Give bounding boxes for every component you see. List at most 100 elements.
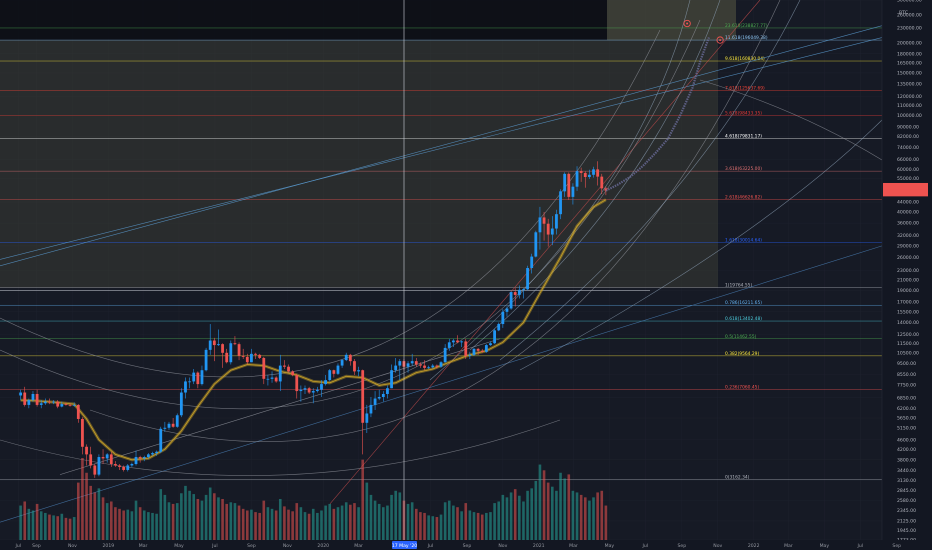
fib-level-label: 4.618(79831.17) — [725, 133, 762, 139]
candle-body — [142, 457, 146, 459]
volume-bar — [443, 502, 447, 540]
time-tick-label: 2019 — [102, 543, 114, 549]
candle-body — [72, 404, 76, 406]
candle-body — [447, 342, 451, 348]
candle-body — [563, 173, 567, 192]
candle-body — [68, 404, 72, 406]
volume-bar — [200, 500, 204, 540]
volume-bar — [19, 505, 22, 540]
price-tick-label: 14000.00 — [897, 320, 919, 326]
candle-body — [118, 465, 121, 467]
volume-bar — [307, 513, 311, 540]
time-axis-background[interactable] — [0, 540, 932, 550]
candle-body — [332, 370, 336, 374]
candle-body — [476, 348, 480, 351]
volume-bar — [48, 514, 51, 540]
volume-bar — [299, 507, 303, 540]
volume-bar — [419, 512, 422, 540]
price-axis-background[interactable] — [882, 0, 932, 540]
time-tick-label: May — [820, 543, 830, 549]
candle-body — [208, 340, 212, 350]
zone-box-lower — [0, 40, 718, 288]
volume-bar — [262, 500, 266, 540]
volume-bar — [138, 507, 142, 540]
candle-body — [493, 330, 496, 344]
price-tick-label: 135000.00 — [897, 82, 922, 88]
price-tick-label: 5150.00 — [897, 425, 916, 431]
fib-level-label: 1(19764.55) — [725, 283, 752, 289]
price-tick-label: 15500.00 — [897, 309, 919, 315]
candle-body — [538, 217, 542, 233]
price-tick-label: 4600.00 — [897, 437, 916, 443]
candle-body — [295, 375, 299, 392]
time-tick-label: May — [174, 543, 184, 549]
candle-body — [266, 378, 270, 380]
volume-bar — [303, 512, 307, 540]
price-tick-label: 44000.00 — [897, 200, 919, 206]
fib-level-label: 0.618(13402.48) — [725, 316, 762, 322]
volume-bar — [39, 511, 43, 540]
volume-bar — [509, 492, 513, 540]
candle-body — [114, 464, 117, 466]
candle-body — [241, 355, 245, 357]
volume-bar — [192, 494, 196, 540]
volume-bar — [336, 507, 340, 540]
candle-body — [85, 446, 88, 455]
candle-body — [530, 256, 534, 269]
candle-body — [188, 381, 191, 383]
volume-bar — [278, 499, 282, 540]
trend-line-upper — [0, 37, 883, 260]
candle-body — [245, 356, 249, 363]
fib-fan-3 — [519, 119, 883, 371]
price-tick-label: 55000.00 — [897, 176, 919, 182]
candle-body — [270, 377, 274, 379]
volume-bar — [485, 512, 488, 540]
volume-bar — [274, 510, 278, 540]
volume-bar — [320, 510, 323, 540]
volume-bar — [588, 500, 591, 540]
volume-bar — [414, 508, 418, 540]
price-tick-label: 6850.00 — [897, 395, 916, 401]
volume-bar — [596, 492, 599, 540]
volume-bar — [505, 497, 509, 540]
volume-bar — [579, 494, 583, 540]
time-tick-label: Nov — [498, 543, 507, 549]
volume-bar — [357, 507, 360, 540]
candle-body — [451, 340, 455, 343]
candle-body — [31, 393, 35, 401]
target-marker-dot — [719, 39, 722, 42]
candle-body — [101, 457, 105, 459]
price-tick-label: 1945.00 — [897, 528, 916, 534]
volume-bar — [93, 492, 97, 540]
price-tick-label: 180000.00 — [897, 51, 922, 57]
candle-body — [571, 186, 575, 197]
candle-body — [542, 217, 546, 224]
candle-body — [320, 384, 323, 390]
volume-bar — [250, 509, 253, 540]
fib-level-label: 2.618(46626.82) — [725, 195, 762, 201]
time-tick-label: Sep — [678, 543, 687, 549]
candlestick-series — [19, 161, 608, 478]
candle-body — [546, 223, 550, 235]
fib-arc-2 — [0, 19, 701, 410]
volume-bar — [217, 497, 220, 540]
volume-bar — [56, 516, 60, 540]
target-marker-ring — [716, 36, 724, 44]
candle-body — [146, 454, 150, 458]
time-tick-label: Jul — [856, 543, 863, 549]
candle-body — [336, 365, 340, 374]
candle-body — [192, 372, 196, 382]
price-tick-label: 29000.00 — [897, 243, 919, 249]
volume-bar — [233, 503, 237, 540]
target-markers — [683, 19, 724, 44]
candle-body — [274, 377, 278, 382]
price-tick-label: 3800.00 — [897, 457, 916, 463]
candle-body — [344, 354, 348, 361]
volume-bar — [563, 478, 566, 540]
volume-bar — [147, 512, 150, 540]
candle-body — [291, 371, 295, 376]
fib-level-label: 0(3162.34) — [725, 475, 750, 481]
candle-body — [361, 370, 365, 423]
price-tick-label: 8550.00 — [897, 372, 916, 378]
